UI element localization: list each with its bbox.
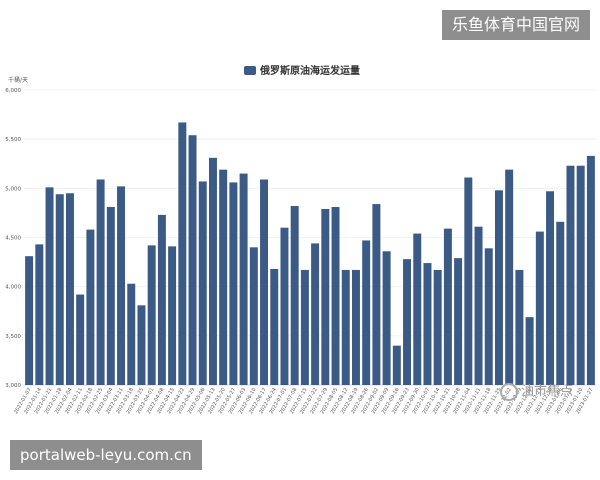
- bar: [106, 207, 115, 385]
- bar: [239, 173, 248, 385]
- bar: [55, 194, 64, 385]
- bar: [484, 248, 493, 385]
- bar: [86, 229, 95, 385]
- y-tick-label: 6,000: [5, 88, 21, 94]
- watermark-top: 乐鱼体育中国官网: [441, 10, 590, 40]
- bar: [117, 186, 126, 385]
- y-tick-label: 4,000: [5, 285, 21, 291]
- bar: [474, 226, 483, 385]
- bar: [566, 165, 575, 385]
- bar: [535, 231, 544, 385]
- bar: [188, 135, 197, 385]
- bar: [505, 169, 514, 385]
- bar: [556, 221, 565, 385]
- wechat-icon: [500, 382, 518, 401]
- bar: [576, 165, 585, 385]
- bar: [198, 181, 207, 385]
- legend-swatch: [244, 66, 256, 75]
- bar: [168, 246, 177, 385]
- bar: [45, 187, 54, 385]
- x-axis: 2022-01-072022-01-142022-01-212022-01-28…: [13, 387, 595, 415]
- bar: [25, 256, 34, 385]
- bar: [147, 245, 156, 385]
- bar: [403, 259, 412, 385]
- bar: [351, 269, 360, 385]
- y-tick-label: 5,500: [5, 137, 21, 143]
- bar: [443, 228, 452, 385]
- bar: [423, 263, 432, 385]
- bar: [515, 269, 524, 385]
- bar: [249, 247, 258, 385]
- bar: [127, 283, 136, 385]
- bar: [331, 207, 340, 385]
- watermark-bottom: portalweb-leyu.com.cn: [10, 440, 202, 470]
- bar: [280, 227, 289, 385]
- bar: [311, 243, 320, 385]
- bar: [341, 269, 350, 385]
- bar: [208, 157, 217, 385]
- bar: [65, 193, 74, 385]
- y-tick-label: 5,000: [5, 186, 21, 192]
- bar: [96, 179, 105, 385]
- bar: [290, 206, 299, 385]
- bar: [178, 122, 187, 385]
- bar: [546, 191, 555, 385]
- y-axis-label: 千桶/天: [8, 76, 28, 84]
- source-logo: 油市焦点: [500, 380, 573, 401]
- bar: [525, 317, 534, 385]
- bar: [219, 169, 228, 385]
- bar: [586, 155, 595, 385]
- chart-legend: 俄罗斯原油海运发运量: [244, 64, 360, 77]
- bar: [372, 204, 381, 385]
- y-axis: 3,000 3,500 4,000 4,500 5,000 5,500 6,000: [5, 88, 21, 389]
- bar: [382, 251, 391, 385]
- y-tick-label: 4,500: [5, 236, 21, 242]
- bar: [392, 345, 401, 385]
- bar: [413, 233, 422, 385]
- bar: [35, 244, 44, 385]
- bar: [433, 269, 442, 385]
- bar: [137, 305, 146, 385]
- bar: [454, 258, 463, 385]
- bar: [76, 294, 85, 385]
- bars: [25, 122, 595, 385]
- bar: [321, 208, 330, 385]
- bar: [362, 240, 371, 385]
- bar: [260, 179, 269, 385]
- bar: [494, 190, 503, 385]
- bar: [270, 268, 279, 385]
- bar: [229, 182, 238, 385]
- legend-label: 俄罗斯原油海运发运量: [259, 64, 360, 77]
- logo-text: 油市焦点: [521, 384, 574, 399]
- bar: [300, 269, 309, 385]
- y-tick-label: 3,000: [5, 383, 21, 389]
- bar: [464, 177, 473, 385]
- y-tick-label: 3,500: [5, 334, 21, 340]
- bar: [157, 214, 166, 385]
